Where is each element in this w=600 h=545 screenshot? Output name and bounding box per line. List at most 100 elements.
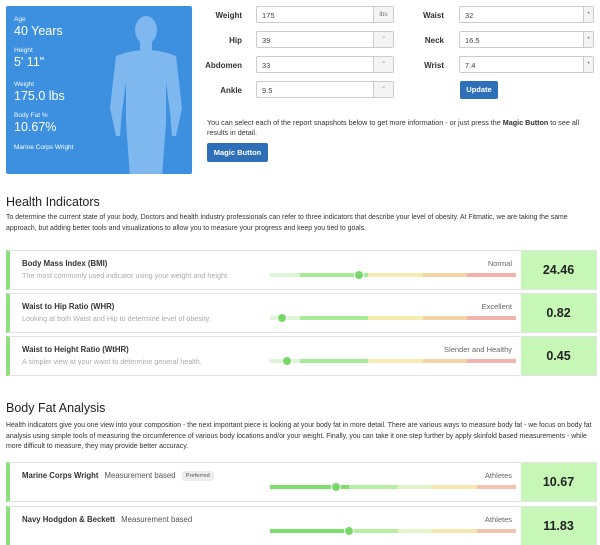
weight-unit: lbs bbox=[373, 7, 393, 22]
hint-text-pre: You can select each of the report snapsh… bbox=[207, 118, 503, 127]
wrist-field-label: Wrist bbox=[424, 61, 444, 70]
indicator-subtitle: A simpler view at your waist to determin… bbox=[22, 357, 202, 366]
neck-field-label: Neck bbox=[424, 36, 444, 45]
hip-input-value[interactable]: 39 bbox=[262, 36, 271, 45]
indicator-category: Normal bbox=[487, 259, 512, 268]
scale-segment bbox=[299, 273, 369, 277]
wrist-input-value[interactable]: 7.4 bbox=[465, 61, 476, 70]
indicator-heading: Marine Corps Wright Measurement based Pref… bbox=[22, 471, 214, 481]
scale-segment bbox=[397, 485, 433, 489]
abdomen-input-value[interactable]: 33 bbox=[262, 61, 271, 70]
indicator-name: Navy Hodgdon & Beckett bbox=[22, 515, 116, 524]
scale-segment bbox=[270, 529, 349, 533]
scale-marker bbox=[278, 314, 287, 322]
scale-segment bbox=[466, 316, 516, 320]
age-value: 40 Years bbox=[14, 24, 63, 38]
hip-unit: " bbox=[373, 32, 393, 47]
bodyfat-value: 10.67% bbox=[14, 120, 57, 134]
scale-segment bbox=[348, 529, 398, 533]
neck-field[interactable]: 16.5 • bbox=[459, 31, 594, 48]
scale-segment bbox=[466, 359, 516, 363]
scale-segment bbox=[397, 529, 433, 533]
indicator-subtitle: The most commonly used indicator using y… bbox=[22, 271, 229, 280]
indicator-row[interactable]: Waist to Height Ratio (WtHR) A simpler vi… bbox=[6, 336, 597, 376]
indicator-row[interactable]: Navy Hodgdon & Beckett Measurement based A… bbox=[6, 506, 597, 545]
age-label: Age bbox=[14, 16, 26, 23]
indicator-row[interactable]: Waist to Hip Ratio (WHR) Looking at both … bbox=[6, 293, 597, 333]
scale-segment bbox=[270, 273, 300, 277]
waist-input-value[interactable]: 32 bbox=[465, 11, 474, 20]
wrist-field[interactable]: 7.4 • bbox=[459, 56, 594, 73]
age-stat: Age 40 Years bbox=[14, 16, 63, 38]
measurement-type: Measurement based bbox=[121, 515, 193, 524]
profile-card: Age 40 Years Height 5' 11" Weight 175.0 … bbox=[6, 6, 192, 174]
scale-segment bbox=[466, 273, 516, 277]
weight-stat: Weight 175.0 lbs bbox=[14, 81, 65, 103]
bodyfat-analysis-description: Health indicators give you one view into… bbox=[6, 422, 592, 450]
scale-marker bbox=[354, 271, 363, 279]
scale-segment bbox=[476, 485, 516, 489]
indicator-scale-bar bbox=[270, 483, 516, 491]
health-indicators-title: Health Indicators bbox=[6, 195, 100, 209]
scale-marker bbox=[283, 357, 292, 365]
indicator-heading: Waist to Height Ratio (WtHR) bbox=[22, 345, 129, 354]
indicator-heading: Body Mass Index (BMI) bbox=[22, 259, 107, 268]
indicator-name: Waist to Height Ratio (WtHR) bbox=[22, 345, 129, 354]
bodyfat-stat: Body Fat % 10.67% bbox=[14, 112, 56, 134]
hint-text-post: to see all results in detail. bbox=[207, 118, 580, 137]
indicator-name: Waist to Hip Ratio (WHR) bbox=[22, 302, 115, 311]
indicator-heading: Waist to Hip Ratio (WHR) bbox=[22, 302, 114, 311]
height-label: Height bbox=[14, 47, 33, 54]
health-indicators-description: To determine the current state of your b… bbox=[6, 214, 568, 232]
ankle-field[interactable]: 9.5 " bbox=[256, 81, 394, 98]
update-button[interactable]: Update bbox=[460, 81, 498, 99]
indicator-category: Slender and Healthy bbox=[444, 345, 512, 354]
abdomen-unit: " bbox=[373, 57, 393, 72]
scale-segment bbox=[368, 273, 423, 277]
weight-input-value[interactable]: 175 bbox=[262, 11, 275, 20]
scale-segment bbox=[432, 529, 477, 533]
abdomen-field[interactable]: 33 " bbox=[256, 56, 394, 73]
hint-text: You can select each of the report snapsh… bbox=[207, 118, 597, 138]
indicator-heading: Navy Hodgdon & Beckett Measurement based bbox=[22, 515, 192, 524]
neck-spinner-icon[interactable]: • bbox=[583, 32, 593, 47]
ankle-input-value[interactable]: 9.5 bbox=[262, 86, 273, 95]
height-stat: Height 5' 11" bbox=[14, 47, 44, 69]
indicator-score: 0.45 bbox=[521, 337, 596, 375]
scale-segment bbox=[476, 529, 516, 533]
scale-segment bbox=[422, 316, 467, 320]
scale-segment bbox=[299, 359, 369, 363]
indicator-row[interactable]: Body Mass Index (BMI) The most commonly u… bbox=[6, 250, 597, 290]
neck-input-value[interactable]: 16.5 bbox=[465, 36, 480, 45]
scale-segment bbox=[368, 359, 423, 363]
magic-button[interactable]: Magic Button bbox=[207, 143, 268, 162]
ankle-field-label: Ankle bbox=[220, 86, 242, 95]
indicator-score: 10.67 bbox=[521, 463, 596, 501]
hip-field[interactable]: 39 " bbox=[256, 31, 394, 48]
waist-spinner-icon[interactable]: • bbox=[583, 7, 593, 22]
scale-segment bbox=[422, 273, 467, 277]
height-value: 5' 11" bbox=[14, 55, 45, 69]
scale-segment bbox=[270, 485, 349, 489]
hip-field-label: Hip bbox=[229, 36, 242, 45]
scale-segment bbox=[368, 316, 423, 320]
indicator-name: Body Mass Index (BMI) bbox=[22, 259, 108, 268]
wrist-spinner-icon[interactable]: • bbox=[583, 57, 593, 72]
scale-marker bbox=[332, 483, 341, 491]
indicator-scale-bar bbox=[270, 271, 516, 279]
indicator-scale-bar bbox=[270, 357, 516, 365]
weight-value: 175.0 lbs bbox=[14, 89, 65, 103]
scale-segment bbox=[422, 359, 467, 363]
indicator-score: 11.83 bbox=[521, 507, 596, 545]
indicator-row[interactable]: Marine Corps Wright Measurement based Pref… bbox=[6, 462, 597, 502]
indicator-subtitle: Looking at both Waist and Hip to determi… bbox=[22, 314, 211, 323]
indicator-name: Marine Corps Wright bbox=[22, 471, 99, 480]
indicator-category: Athletes bbox=[484, 471, 512, 480]
ankle-unit: " bbox=[373, 82, 393, 97]
indicator-scale-bar bbox=[270, 527, 516, 535]
waist-field-label: Waist bbox=[422, 11, 444, 20]
weight-field[interactable]: 175 lbs bbox=[256, 6, 394, 23]
indicator-score: 0.82 bbox=[521, 294, 596, 332]
waist-field[interactable]: 32 • bbox=[459, 6, 594, 23]
hint-text-bold: Magic Button bbox=[502, 118, 549, 127]
